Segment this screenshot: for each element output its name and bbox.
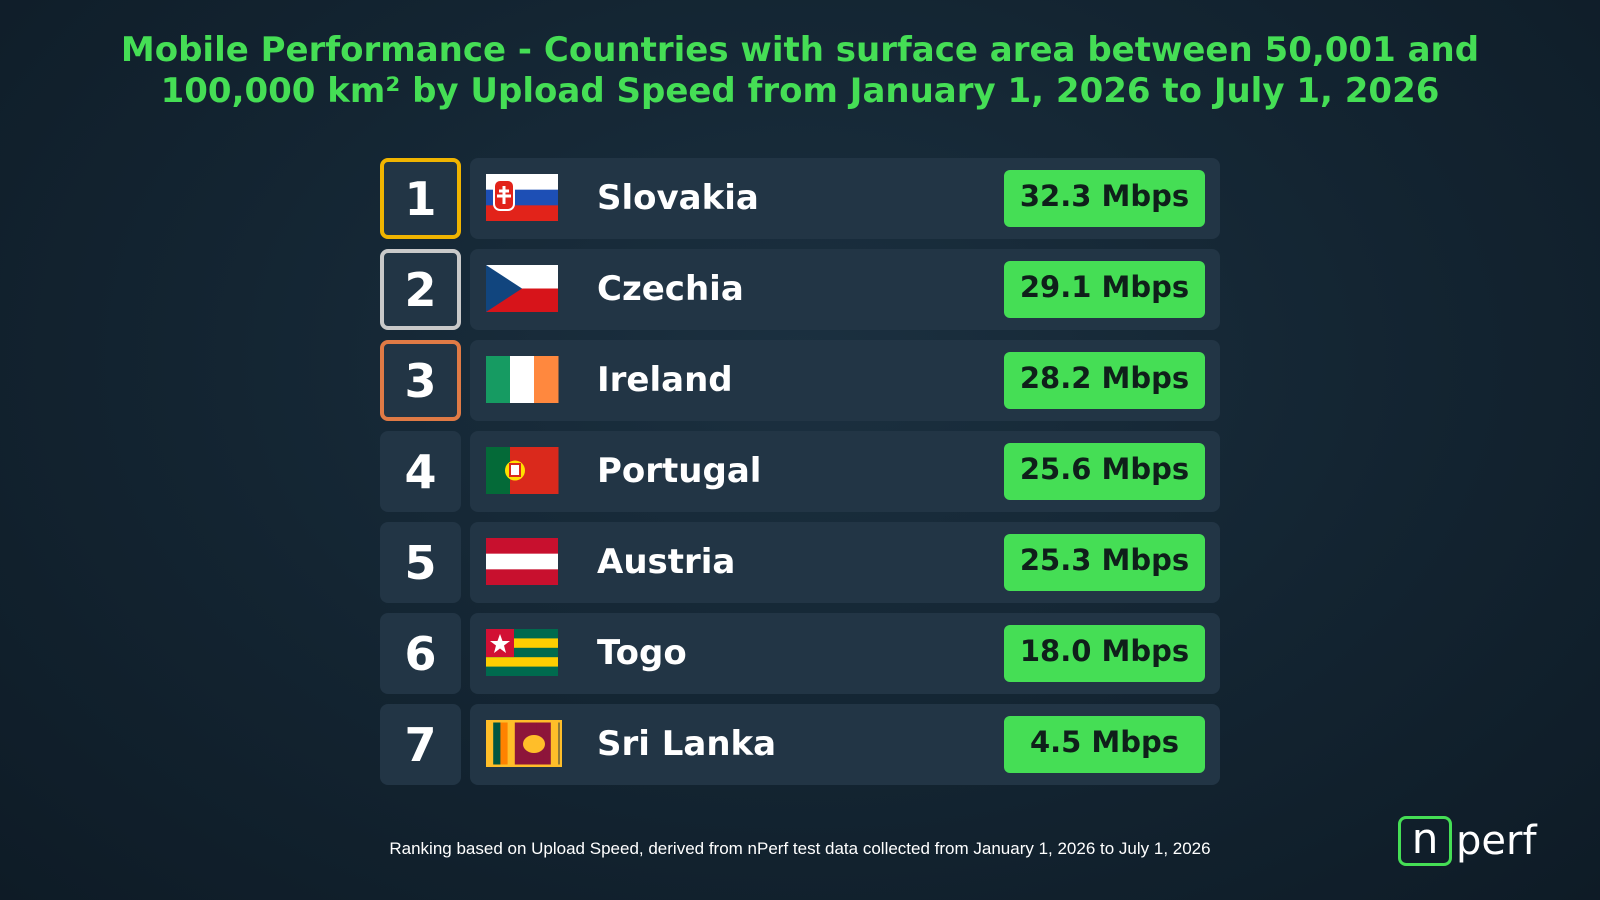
country-name: Austria [597,542,736,582]
flag [486,356,559,403]
flag [486,538,558,586]
rank-badge: 3 [380,340,461,421]
speed-value: 18.0 Mbps [1004,625,1205,682]
flag-holder [485,719,563,771]
speed-value: 25.6 Mbps [1004,443,1205,500]
country-name: Togo [597,633,687,673]
speed-value: 28.2 Mbps [1004,352,1205,409]
rank-badge: 4 [380,431,461,512]
speed-value: 25.3 Mbps [1004,534,1205,591]
logo-mark: n [1398,816,1452,866]
row-card: Ireland 28.2 Mbps [470,340,1220,421]
ranking-row: 4 Portugal 25.6 Mbps [380,431,1220,512]
ranking-row: 2 Czechia 29.1 Mbps [380,249,1220,330]
rank-badge: 7 [380,704,461,785]
logo: n perf [1398,812,1537,870]
row-card: Togo 18.0 Mbps [470,613,1220,694]
ranking-row: 5 Austria 25.3 Mbps [380,522,1220,603]
flag-holder [486,447,562,498]
flag-holder [486,356,562,407]
country-name: Czechia [597,269,744,309]
logo-text: perf [1456,818,1537,864]
country-name: Portugal [597,451,762,491]
row-card: Czechia 29.1 Mbps [470,249,1220,330]
flag-holder [486,538,562,589]
row-card: Sri Lanka 4.5 Mbps [470,704,1220,785]
rank-badge: 1 [380,158,461,239]
speed-value: 29.1 Mbps [1004,261,1205,318]
footer-note: Ranking based on Upload Speed, derived f… [389,839,1211,858]
flag-holder [486,174,562,225]
flag-holder [486,629,562,680]
rank-badge: 6 [380,613,461,694]
ranking-row: 6 Togo 18.0 Mbps [380,613,1220,694]
ranking-row: 3 Ireland 28.2 Mbps [380,340,1220,421]
flag [486,629,558,677]
speed-value: 32.3 Mbps [1004,170,1205,227]
flag [486,265,558,313]
country-name: Slovakia [597,178,759,218]
ranking-row: 7 Sri Lanka 4.5 Mbps [380,704,1220,785]
rank-badge: 2 [380,249,461,330]
row-card: Slovakia 32.3 Mbps [470,158,1220,239]
row-card: Austria 25.3 Mbps [470,522,1220,603]
flag [486,174,558,222]
country-name: Ireland [597,360,733,400]
speed-value: 4.5 Mbps [1004,716,1205,773]
flag-holder [486,265,562,316]
ranking-row: 1 Slovakia 32.3 Mbps [380,158,1220,239]
country-name: Sri Lanka [597,724,777,764]
row-card: Portugal 25.6 Mbps [470,431,1220,512]
title: Mobile Performance - Countries with surf… [120,30,1480,111]
flag [486,447,559,494]
rank-badge: 5 [380,522,461,603]
flag [485,719,563,768]
